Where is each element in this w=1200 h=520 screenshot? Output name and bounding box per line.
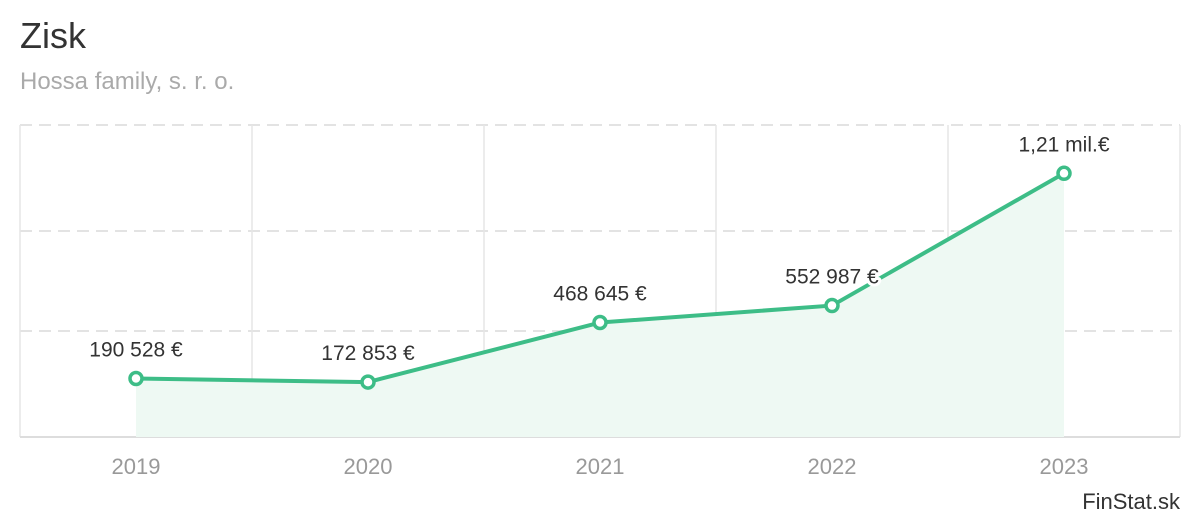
x-tick-label: 2020 bbox=[344, 454, 393, 479]
x-tick-label: 2021 bbox=[576, 454, 625, 479]
area-fill bbox=[136, 173, 1064, 437]
x-tick-label: 2019 bbox=[112, 454, 161, 479]
xticks-layer: 2019 2020 2021 2022 2023 bbox=[112, 454, 1089, 479]
x-tick-label: 2023 bbox=[1040, 454, 1089, 479]
data-label: 552 987 € bbox=[785, 266, 879, 289]
data-point bbox=[824, 297, 840, 314]
chart-subtitle: Hossa family, s. r. o. bbox=[20, 68, 235, 95]
labels-layer: 190 528 € 172 853 € 468 645 € 552 987 € 1,21… bbox=[86, 130, 1113, 368]
x-tick-label: 2022 bbox=[808, 454, 857, 479]
data-label: 190 528 € bbox=[89, 339, 183, 362]
chart-title: Zisk bbox=[20, 15, 86, 56]
data-label: 468 645 € bbox=[553, 283, 647, 306]
points-layer bbox=[128, 165, 1072, 390]
data-label: 1,21 mil.€ bbox=[1018, 133, 1109, 156]
data-point bbox=[592, 314, 608, 331]
data-point bbox=[360, 374, 376, 390]
data-label: 172 853 € bbox=[321, 342, 415, 365]
data-point bbox=[128, 370, 144, 387]
data-point bbox=[1056, 165, 1072, 182]
brand-logo-text[interactable]: FinStat.sk bbox=[1082, 489, 1180, 514]
